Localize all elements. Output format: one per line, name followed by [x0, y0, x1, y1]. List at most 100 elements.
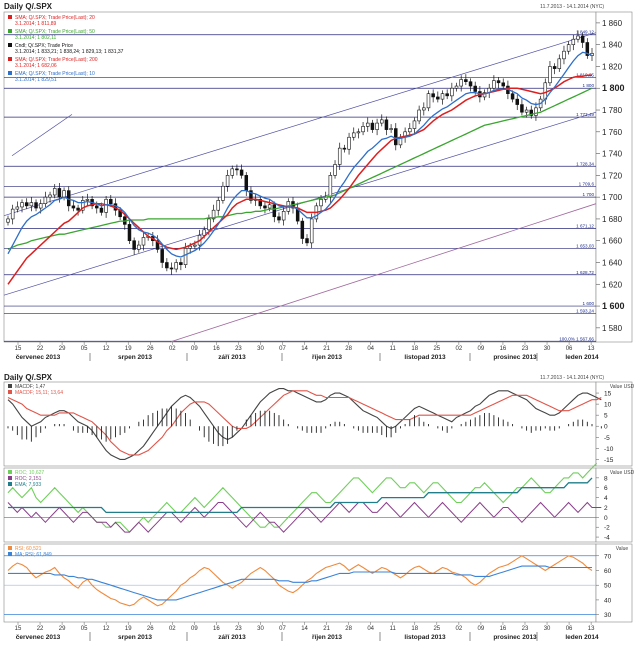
macd-legend-swatch: [8, 390, 12, 394]
candle-body: [548, 66, 552, 84]
candle-body: [62, 190, 66, 198]
candle-body: [71, 205, 76, 209]
price-y-tick-label: 1 820: [602, 62, 623, 71]
indicator-x-tick-label: 19: [125, 626, 132, 632]
candle-body: [263, 205, 267, 209]
horizontal-level-label: 1 600: [583, 301, 595, 306]
candle-body: [431, 93, 435, 98]
price-y-tick-label: 1 720: [602, 171, 623, 180]
candle-body: [361, 126, 365, 133]
rsi-series-line: [7, 555, 593, 607]
price-x-tick-label: 09: [191, 346, 198, 352]
candle-body: [230, 168, 235, 176]
roc-legend-swatch: [8, 476, 12, 480]
roc-y-tick-label: 8: [604, 475, 608, 482]
price-x-tick-label: 18: [411, 346, 418, 352]
candle-body: [174, 262, 178, 270]
indicator-month-label: říjen 2013: [312, 634, 342, 641]
macd-y-tick-label: -10: [604, 446, 614, 453]
price-x-tick-label: 14: [301, 346, 308, 352]
legend-swatch: [8, 57, 12, 61]
indicator-x-tick-label: 09: [478, 626, 485, 632]
candle-body: [529, 109, 534, 116]
indicator-x-tick-label: 04: [367, 626, 374, 632]
legend-entry-value: 3.1.2014; 1 811,89: [15, 21, 57, 27]
candle-body: [380, 119, 384, 124]
trend-line-upper: [3, 32, 597, 216]
month-label: srpen 2013: [118, 354, 152, 361]
price-x-tick-label: 30: [257, 346, 264, 352]
candle-body: [235, 168, 239, 171]
candle-body: [309, 218, 314, 244]
rsi-y-tick-label: 30: [604, 612, 612, 619]
candle-body: [492, 80, 496, 89]
indicator-x-tick-label: 16: [213, 626, 220, 632]
candle-body: [319, 199, 323, 207]
roc-legend-entry: EMA; 7,933: [15, 482, 41, 488]
roc-y-tick-label: 6: [604, 485, 608, 492]
price-y-tick-label: 1 620: [602, 280, 623, 289]
candle-body: [459, 79, 463, 87]
candle-body: [183, 248, 188, 265]
indicator-x-tick-label: 28: [345, 626, 352, 632]
macd-legend-swatch: [8, 384, 12, 388]
candle-body: [562, 50, 566, 60]
candle-body: [104, 199, 108, 213]
price-y-tick-label: 1 680: [602, 215, 623, 224]
roc-legend-entry: ROC; 2,151: [15, 476, 42, 482]
price-x-tick-label: 26: [147, 346, 154, 352]
legend-entry-value: 3.1.2014; 1 833,21; 1 838,24; 1 829,13; …: [15, 49, 124, 55]
macd-legend-entry: MACDF; 1,47: [15, 384, 46, 390]
indicator-x-tick-label: 12: [103, 626, 110, 632]
indicator-x-tick-label: 15: [15, 626, 22, 632]
candle-body: [155, 240, 160, 250]
candle-body: [211, 209, 216, 220]
candle-body: [408, 128, 412, 133]
legend-entry-name: SMA; Q/.SPX; Trade Price(Last); 20: [15, 15, 95, 21]
candle-body: [179, 262, 183, 265]
candle-body: [20, 202, 24, 208]
roc-y-tick-label: -2: [604, 525, 610, 532]
price-x-tick-label: 02: [456, 346, 463, 352]
horizontal-level-label: 1 800: [583, 83, 595, 88]
legend-entry-name: EMA; Q/.SPX; Trade Price(Last); 10: [15, 71, 95, 77]
price-y-tick-label: 1 760: [602, 128, 623, 137]
trend-line-short: [11, 114, 73, 157]
indicator-month-label: listopad 2013: [404, 634, 446, 641]
month-label: červenec 2013: [16, 354, 61, 361]
macd-y-axis-label: Value USD: [610, 384, 635, 390]
roc-series-line: [7, 462, 598, 533]
candle-body: [534, 107, 538, 116]
indicator-x-tick-label: 30: [257, 626, 264, 632]
candle-body: [412, 120, 417, 129]
price-x-tick-label: 04: [367, 346, 374, 352]
indicator-x-tick-label: 02: [456, 626, 463, 632]
candle-body: [225, 175, 230, 187]
candle-body: [81, 200, 85, 211]
price-x-tick-label: 15: [15, 346, 22, 352]
candle-body: [239, 169, 244, 176]
price-x-tick-label: 12: [103, 346, 110, 352]
candle-body: [389, 128, 393, 130]
price-x-tick-label: 28: [345, 346, 352, 352]
roc-legend-swatch: [8, 482, 12, 486]
candle-body: [76, 207, 80, 211]
roc-y-tick-label: 2: [604, 505, 608, 512]
legend-swatch: [8, 29, 12, 33]
roc-series-line: [7, 501, 602, 533]
month-label: říjen 2013: [312, 354, 342, 361]
roc-series-line: [8, 477, 593, 514]
price-x-tick-label: 05: [81, 346, 88, 352]
indicator-x-tick-label: 26: [147, 626, 154, 632]
price-x-tick-label: 07: [279, 346, 286, 352]
indicator-x-tick-label: 11: [390, 626, 397, 632]
rsi-y-tick-label: 40: [604, 597, 612, 604]
candle-body: [450, 87, 454, 97]
candle-body: [576, 35, 580, 40]
horizontal-level-label: 1 628,72: [576, 270, 594, 275]
price-x-tick-label: 09: [478, 346, 485, 352]
rsi-legend-swatch: [8, 546, 12, 550]
macd-pane-plot-area: [3, 381, 597, 467]
